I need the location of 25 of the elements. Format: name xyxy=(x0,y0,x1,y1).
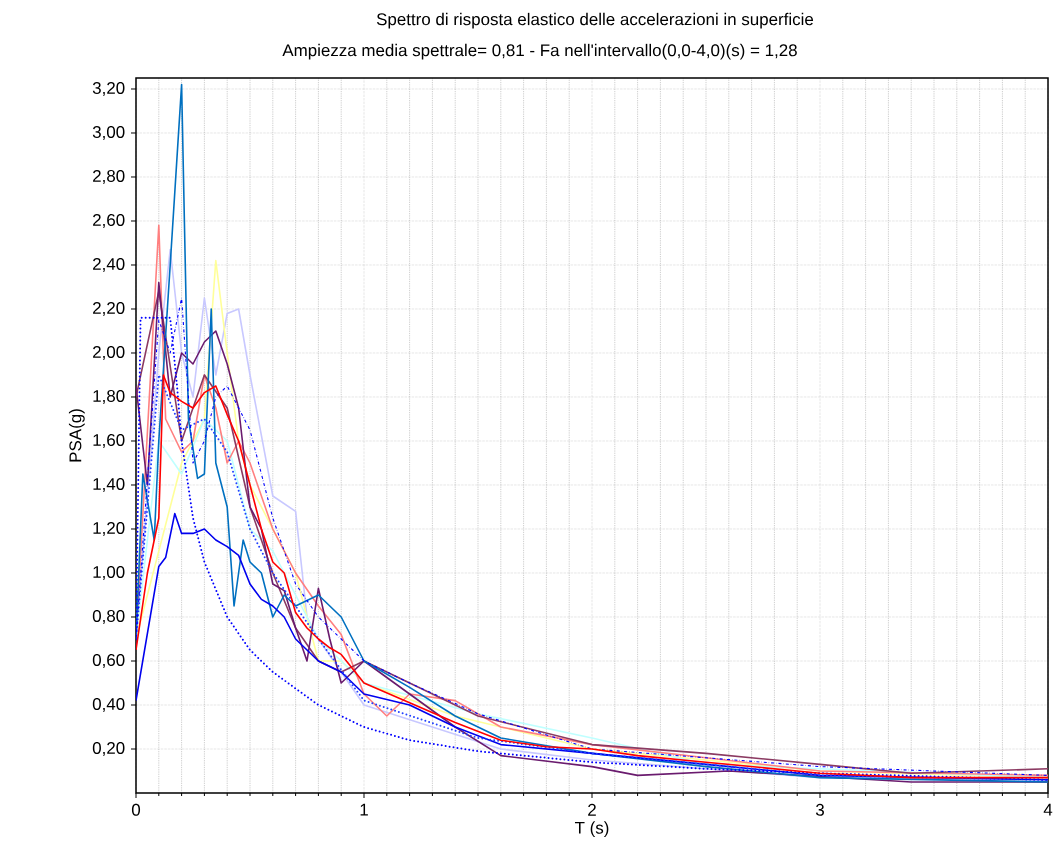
y-tick-label: 0,60 xyxy=(92,654,125,668)
x-tick-label: 3 xyxy=(815,803,824,816)
y-tick-label: 2,60 xyxy=(93,213,125,228)
chart-title: Spettro di risposta elastico delle accelerazioni in superficie xyxy=(376,12,814,29)
y-tick-label: 2,20 xyxy=(93,301,125,316)
chart-subtitle: Ampiezza media spettrale= 0,81 - Fa nell'intervallo(0,0-4,0)(s) = 1,28 xyxy=(282,43,797,60)
y-tick-label: 1,20 xyxy=(93,522,125,536)
x-tick-label: 4 xyxy=(1043,803,1053,816)
y-tick-label: 1,00 xyxy=(93,566,125,580)
y-tick-label: 0,80 xyxy=(92,610,125,624)
y-tick-label: 3,00 xyxy=(92,125,125,140)
y-tick-label: 0,20 xyxy=(92,742,125,756)
y-tick-label: 2,00 xyxy=(93,346,125,360)
y-tick-label: 1,80 xyxy=(93,390,125,404)
y-tick-label: 3,20 xyxy=(92,81,125,96)
y-tick-label: 1,60 xyxy=(93,434,125,448)
x-tick-label: 1 xyxy=(360,803,368,816)
y-tick-label: 2,80 xyxy=(93,169,125,184)
x-tick-label: 0 xyxy=(131,803,141,816)
y-axis-title: PSA(g) xyxy=(68,409,85,462)
y-tick-label: 1,40 xyxy=(93,478,125,492)
x-axis-title: T (s) xyxy=(574,821,609,838)
x-tick-label: 2 xyxy=(588,803,596,816)
y-tick-label: 2,40 xyxy=(93,257,125,272)
y-tick-label: 0,40 xyxy=(92,698,125,712)
